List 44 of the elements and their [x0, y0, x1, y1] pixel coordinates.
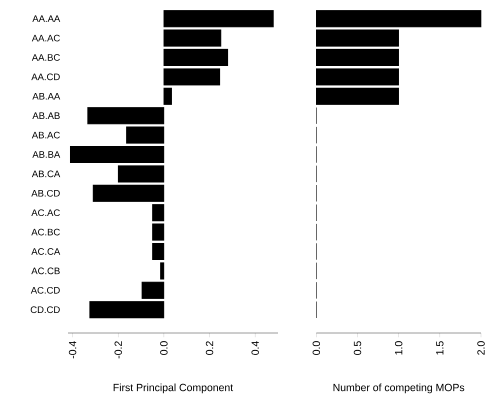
bar — [126, 126, 164, 144]
y-tick-label: AB.AC — [32, 132, 60, 138]
y-tick-label: AC.CD — [30, 286, 60, 294]
y-tick-label: AB.AA — [32, 93, 60, 100]
bar — [164, 48, 228, 66]
x-tick-label: 0.5 — [354, 341, 362, 355]
bar — [164, 88, 172, 105]
bar — [87, 107, 164, 124]
y-tick-label: AB.AB — [32, 112, 60, 119]
x-tick-label: 1.5 — [436, 341, 444, 355]
x-tick-label: 0.0 — [312, 341, 320, 355]
x-axis-title: First Principal Component — [114, 384, 234, 394]
bar — [89, 301, 164, 318]
y-tick-label: AB.CD — [31, 190, 60, 197]
bar — [152, 204, 164, 222]
y-tick-label: AC.AC — [31, 209, 60, 216]
bar — [152, 242, 164, 260]
bar — [118, 165, 164, 182]
y-tick-label: AA.AA — [32, 15, 60, 22]
bar — [142, 282, 164, 299]
y-tick-label: AC.CA — [31, 248, 60, 255]
bar — [152, 224, 164, 241]
bar — [160, 262, 164, 280]
bar — [70, 146, 164, 164]
bar — [164, 30, 222, 47]
x-tick-label: 2.0 — [477, 341, 485, 355]
x-axis-title: Number of competing MOPs — [334, 384, 464, 394]
bar — [164, 68, 220, 86]
y-tick-label: AA.BC — [32, 54, 60, 61]
y-tick-label: AB.CA — [32, 170, 60, 178]
bar — [92, 184, 164, 202]
x-tick-label: 0.2 — [206, 341, 214, 355]
y-tick-label: CD.CD — [30, 306, 60, 314]
y-tick-label: AB.BA — [32, 151, 60, 158]
y-tick-label: AA.CD — [31, 74, 60, 80]
y-tick-label: AA.AC — [32, 34, 60, 42]
y-tick-label: AC.CB — [31, 268, 60, 274]
x-tick-label: 0.4 — [251, 341, 259, 355]
x-tick-label: 0.0 — [160, 341, 168, 355]
y-tick-label: AC.BC — [31, 228, 60, 236]
x-tick-label: -0.4 — [68, 341, 76, 358]
bar — [164, 10, 274, 28]
x-tick-label: 1.0 — [394, 341, 402, 355]
x-tick-label: -0.2 — [114, 341, 122, 358]
